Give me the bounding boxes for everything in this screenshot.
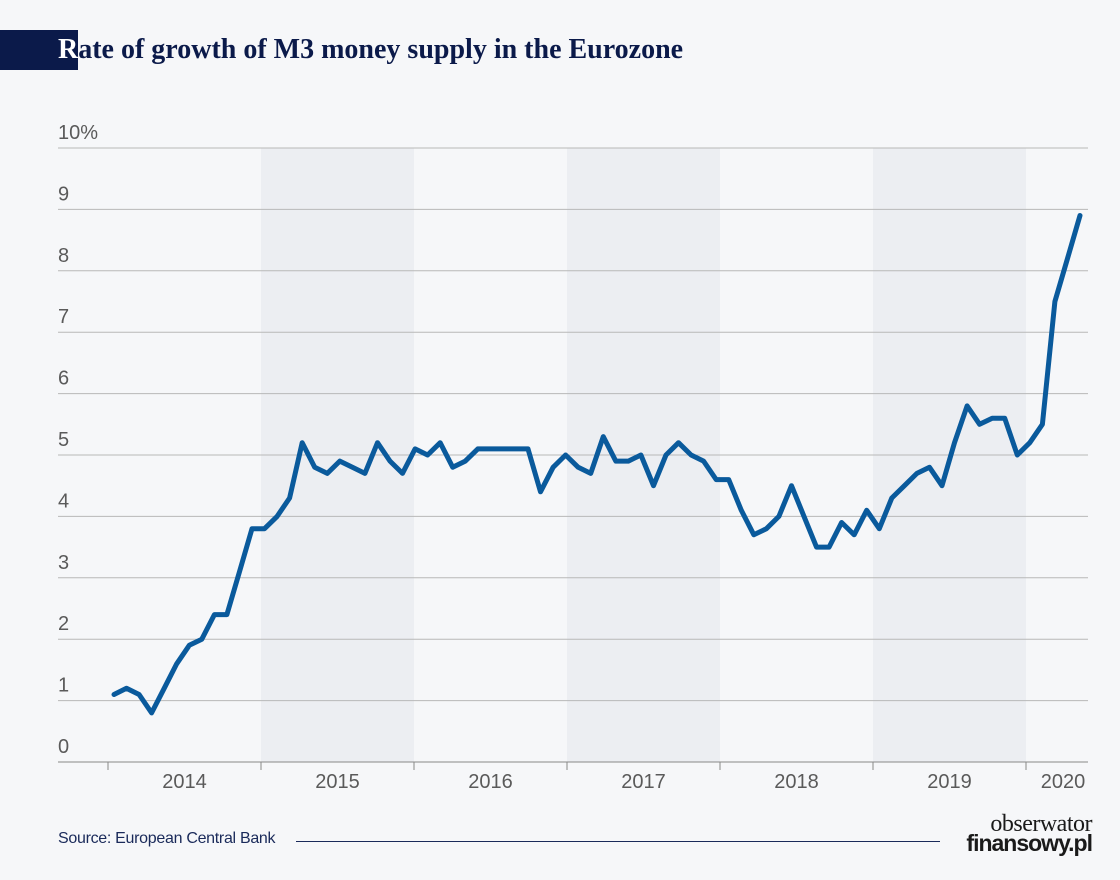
source-divider bbox=[296, 841, 940, 842]
y-tick-label: 8 bbox=[58, 245, 69, 267]
x-tick-label: 2018 bbox=[774, 771, 819, 793]
x-tick-label: 2017 bbox=[621, 771, 666, 793]
title-text: ate of growth of M3 money supply in the … bbox=[78, 34, 684, 65]
y-tick-label: 9 bbox=[58, 183, 69, 205]
y-tick-label: 6 bbox=[58, 368, 69, 390]
y-tick-label: 3 bbox=[58, 552, 69, 574]
gridlines bbox=[58, 147, 1088, 763]
publisher-logo: obserwator finansowy.pl bbox=[966, 811, 1093, 856]
title-initial: R bbox=[58, 34, 79, 65]
y-tick-label: 0 bbox=[58, 736, 69, 758]
y-tick-label: 2 bbox=[58, 613, 69, 635]
y-tick-label: 5 bbox=[58, 429, 69, 451]
series-line-m3-growth bbox=[111, 213, 1083, 716]
y-tick-label: 10% bbox=[58, 122, 98, 144]
y-axis-labels: 0 1 2 3 4 5 6 7 8 9 10% bbox=[58, 122, 98, 758]
source-note: Source: European Central Bank bbox=[58, 830, 276, 847]
y-tick-label: 1 bbox=[58, 675, 69, 697]
x-tick-label: 2019 bbox=[927, 771, 972, 793]
x-tick-label: 2015 bbox=[315, 771, 360, 793]
x-tick-label: 2020 bbox=[1041, 771, 1086, 793]
y-tick-label: 7 bbox=[58, 306, 69, 328]
logo-line-1: obserwator bbox=[990, 811, 1092, 837]
x-tick-label: 2016 bbox=[468, 771, 513, 793]
x-axis: 2014 2015 2016 2017 2018 2019 2020 bbox=[107, 762, 1086, 793]
x-tick-label: 2014 bbox=[162, 771, 207, 793]
logo-line-2: finansowy.pl bbox=[966, 830, 1093, 856]
chart-title: Rate of growth of M3 money supply in the… bbox=[58, 30, 683, 70]
title-accent-block bbox=[0, 30, 78, 70]
y-tick-label: 4 bbox=[58, 490, 69, 512]
